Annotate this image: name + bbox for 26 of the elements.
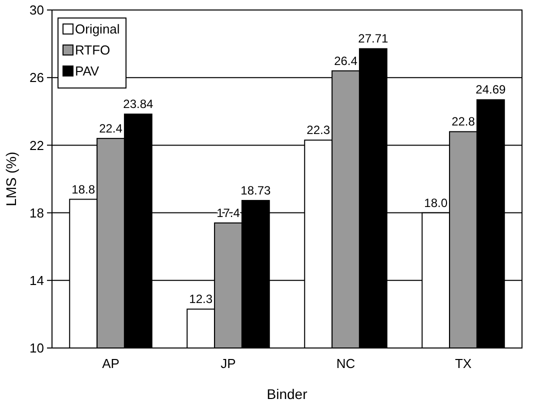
data-label: 18.0 — [424, 196, 448, 210]
data-label: 22.4 — [99, 121, 123, 136]
y-tick-label: 10 — [30, 340, 44, 356]
data-label: 23.84 — [123, 97, 154, 112]
y-tick-label: 18 — [30, 205, 44, 220]
data-label: 27.71 — [358, 32, 389, 46]
data-label: 12.3 — [189, 292, 213, 306]
x-tick-label: JP — [220, 356, 236, 371]
y-tick-label: 22 — [30, 138, 44, 153]
data-label: 18.73 — [240, 183, 272, 198]
data-label: 24.69 — [476, 82, 506, 97]
y-tick-label: 14 — [30, 272, 44, 288]
y-axis-title: LMS (%) — [3, 152, 19, 206]
data-label: 26.4 — [334, 54, 358, 68]
legend-label: RTFO — [75, 42, 110, 58]
legend-label: Original — [75, 22, 120, 37]
data-label: 22.3 — [306, 123, 330, 138]
y-tick-label: 30 — [30, 2, 44, 18]
legend-label: PAV — [75, 64, 100, 79]
data-label: 18.8 — [72, 182, 96, 196]
data-label: 22.8 — [452, 114, 476, 129]
y-tick-label: 26 — [30, 70, 44, 86]
x-tick-label: TX — [454, 356, 472, 371]
x-tick-label: NC — [336, 356, 356, 371]
x-tick-label: AP — [102, 356, 120, 371]
x-axis-title: Binder — [266, 386, 308, 402]
